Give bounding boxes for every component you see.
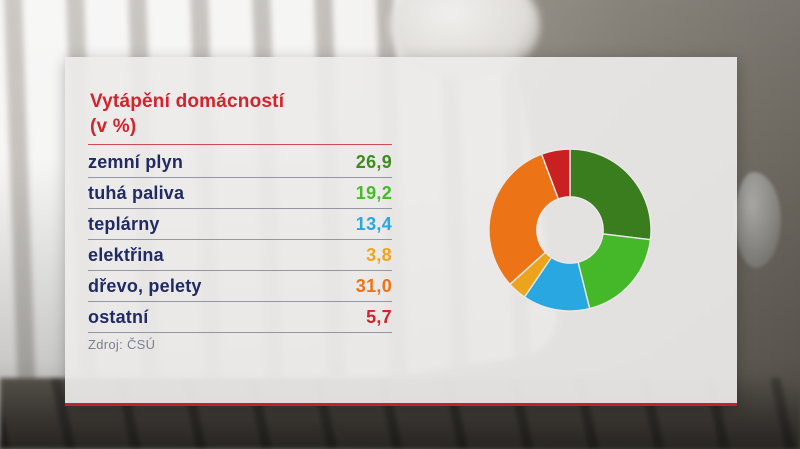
row-label: elektřina — [88, 244, 164, 265]
row-value: 26,9 — [355, 151, 392, 172]
donut-segment-5 — [540, 148, 571, 200]
donut-chart-container — [480, 140, 660, 320]
donut-chart — [488, 148, 652, 312]
table-row: teplárny 13,4 — [88, 209, 392, 240]
donut-segment-1 — [577, 233, 652, 310]
chart-title-line1: Vytápění domácností — [90, 91, 285, 112]
row-label: dřevo, pelety — [88, 275, 202, 296]
row-label: tuhá paliva — [88, 182, 185, 203]
background-thermostat-knob — [735, 172, 781, 268]
table-row: tuhá paliva 19,2 — [88, 178, 392, 209]
info-panel: Vytápění domácností (v %) zemní plyn 26,… — [65, 57, 737, 406]
row-value: 5,7 — [366, 306, 392, 327]
chart-title-line2: (v %) — [90, 116, 137, 137]
row-value: 3,8 — [366, 244, 392, 265]
row-label: zemní plyn — [88, 151, 184, 172]
title-divider — [88, 144, 392, 145]
row-value: 13,4 — [355, 213, 392, 234]
source-credit: Zdroj: ČSÚ — [88, 337, 156, 352]
table-row: elektřina 3,8 — [88, 240, 392, 271]
chart-title: Vytápění domácností (v %) — [90, 89, 284, 139]
row-label: teplárny — [88, 213, 160, 234]
data-table: zemní plyn 26,9 tuhá paliva 19,2 teplárn… — [88, 147, 392, 333]
table-row: dřevo, pelety 31,0 — [88, 271, 392, 302]
row-value: 19,2 — [355, 182, 392, 203]
donut-segment-0 — [569, 148, 652, 241]
row-value: 31,0 — [355, 275, 392, 296]
table-row: ostatní 5,7 — [88, 302, 392, 333]
donut-segment-4 — [488, 153, 560, 286]
row-label: ostatní — [88, 306, 149, 327]
table-row: zemní plyn 26,9 — [88, 147, 392, 178]
